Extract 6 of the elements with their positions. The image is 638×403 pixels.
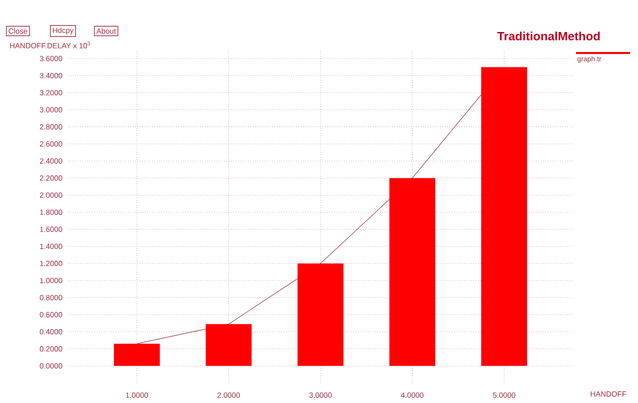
bar bbox=[389, 178, 436, 366]
bar bbox=[206, 324, 252, 366]
chart-title: TraditionalMethod bbox=[497, 32, 600, 40]
bar bbox=[298, 263, 344, 366]
bar bbox=[114, 344, 160, 366]
bar bbox=[481, 67, 528, 366]
